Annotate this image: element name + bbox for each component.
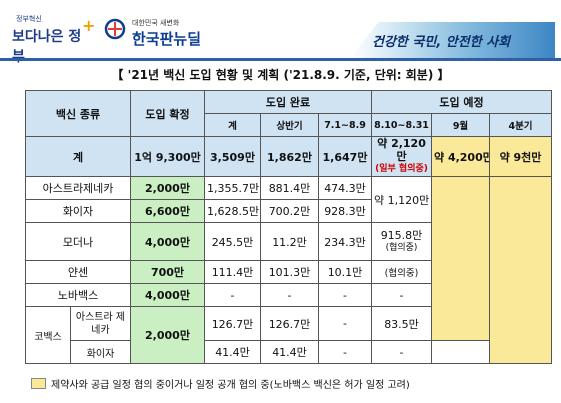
confirmed-value: 2,000만 [130, 176, 205, 200]
subheader-q4: 4분기 [489, 113, 552, 137]
new-deal-mark-icon [104, 18, 126, 40]
done-jul-aug-value: - [318, 283, 372, 307]
slogan-text: 건강한 국민, 안전한 사회 [372, 35, 511, 50]
vaccine-name: 화이자 [25, 199, 131, 223]
done-total-value: 245.5만 [204, 222, 261, 261]
covax-az-aug: 83.5만 [371, 306, 432, 341]
done-first-half-value: - [260, 283, 319, 307]
done-total-value: 1,355.7만 [204, 176, 261, 200]
header-done: 도입 완료 [204, 90, 372, 114]
plus-icon: + [82, 16, 96, 35]
korean-new-deal-logo: 대한민국 새변화 한국판뉴딜 [104, 16, 224, 48]
header-rule [0, 58, 561, 61]
done-first-half-value: 101.3만 [260, 260, 319, 284]
novavax-aug: - [371, 283, 432, 307]
done-first-half-value: 11.2만 [260, 222, 319, 261]
subheader-first-half: 상반기 [260, 113, 319, 137]
total-aug: 약 2,120만 [377, 137, 426, 164]
total-label: 계 [25, 136, 131, 177]
government-innovation-logo: 정부혁신 보다나은 정부 + [12, 14, 96, 65]
az-pfizer-aug-value: 약 1,120만 [371, 176, 432, 223]
legend: 제약사와 공급 일정 협의 중이거나 일정 공개 협의 중(노바백스 백신은 허… [25, 375, 555, 391]
done-jul-aug-value: 928.3만 [318, 199, 372, 223]
total-first-half: 1,862만 [260, 136, 319, 177]
table-row-covax-pfizer: 화이자 41.4만 41.4만 - - [26, 340, 552, 364]
covax-az-first-half: 126.7만 [260, 306, 319, 341]
moderna-aug-cell: 915.8만 (협의중) [371, 222, 432, 261]
table-row-moderna: 모더나 4,000만 245.5만 11.2만 234.3만 915.8만 (협… [25, 222, 552, 261]
covax-az-jul-aug: - [318, 306, 372, 341]
janssen-aug: (협의중) [371, 260, 432, 284]
header-confirmed: 도입 확정 [130, 90, 205, 137]
q4-planned-cell [489, 176, 552, 364]
covax-confirmed: 2,000만 [130, 306, 205, 364]
covax-pfizer-name: 화이자 [70, 340, 131, 364]
moderna-aug: 915.8만 [380, 228, 423, 242]
legend-text: 제약사와 공급 일정 협의 중이거나 일정 공개 협의 중(노바백스 백신은 허… [51, 380, 410, 391]
total-done: 3,509만 [204, 136, 261, 177]
table-row-novavax: 노바백스 4,000만 - - - - [25, 283, 552, 307]
done-jul-aug-value: 10.1만 [318, 260, 372, 284]
table-row-covax-astrazeneca: 코백스 아스트라 제네카 2,000만 126.7만 126.7만 - 83.5… [25, 306, 552, 364]
total-sep: 약 4,200만 [431, 136, 490, 177]
page-header: 정부혁신 보다나은 정부 + 대한민국 새변화 한국판뉴딜 건강한 국민, 안전… [0, 0, 561, 65]
done-first-half-value: 881.4만 [260, 176, 319, 200]
covax-label: 코백스 [25, 306, 71, 364]
total-aug-note: (일부 협의중) [375, 164, 428, 174]
total-q4: 약 9천만 [489, 136, 552, 177]
total-confirmed: 1억 9,300만 [130, 136, 205, 177]
vaccine-table: 백신 종류 도입 확정 도입 완료 도입 예정 계 상반기 7.1~8.9 8.… [25, 90, 552, 364]
logo2-caption: 대한민국 새변화 [132, 19, 180, 27]
done-total-value: 111.4만 [204, 260, 261, 284]
done-total-value: 1,628.5만 [204, 199, 261, 223]
confirmed-value: 4,000만 [130, 283, 205, 307]
vaccine-name: 얀센 [25, 260, 131, 284]
logo1-caption: 정부혁신 [16, 15, 42, 23]
legend-swatch [31, 378, 46, 389]
moderna-aug-note: (협의중) [385, 242, 418, 253]
logo2-text: 한국판뉴딜 [132, 30, 202, 48]
subheader-done-total: 계 [204, 113, 261, 137]
confirmed-value: 6,600만 [130, 199, 205, 223]
page-title: 【 '21년 백신 도입 현황 및 계획 ('21.8.9. 기준, 단위: 회… [111, 68, 450, 82]
table-row-pfizer: 화이자 6,600만 1,628.5만 700.2만 928.3만 [25, 199, 552, 223]
table-row-total: 계 1억 9,300만 3,509만 1,862만 1,647만 약 2,120… [25, 136, 552, 177]
done-jul-aug-value: 474.3만 [318, 176, 372, 200]
covax-pfizer-sep [431, 340, 490, 364]
vaccine-name: 아스트라제네카 [25, 176, 131, 200]
table-row-astrazeneca: 아스트라제네카 2,000만 1,355.7만 881.4만 474.3만 약 … [25, 176, 552, 364]
header-planned: 도입 예정 [371, 90, 552, 114]
done-total-value: - [204, 283, 261, 307]
covax-pfizer-done-total: 41.4만 [204, 340, 261, 364]
covax-pfizer-jul-aug: - [318, 340, 372, 364]
subheader-aug: 8.10~8.31 [371, 113, 432, 137]
confirmed-value: 4,000만 [130, 222, 205, 261]
covax-pfizer-aug: - [371, 340, 432, 364]
header-vaccine-type: 백신 종류 [25, 90, 131, 137]
covax-pfizer-first-half: 41.4만 [260, 340, 319, 364]
subheader-jul-aug: 7.1~8.9 [318, 113, 372, 137]
logo1-text: 보다나은 정부 [12, 29, 82, 65]
vaccine-name: 노바백스 [25, 283, 131, 307]
slogan-banner: 건강한 국민, 안전한 사회 [350, 22, 555, 58]
done-jul-aug-value: 234.3만 [318, 222, 372, 261]
covax-az-name: 아스트라 제네카 [70, 306, 131, 341]
subheader-sep: 9월 [431, 113, 490, 137]
sep-planned-cell [431, 176, 490, 341]
confirmed-value: 700만 [130, 260, 205, 284]
total-jul-aug: 1,647만 [318, 136, 372, 177]
done-first-half-value: 700.2만 [260, 199, 319, 223]
total-aug-cell: 약 2,120만 (일부 협의중) [371, 136, 432, 177]
vaccine-name: 모더나 [25, 222, 131, 261]
covax-az-done-total: 126.7만 [204, 306, 261, 341]
